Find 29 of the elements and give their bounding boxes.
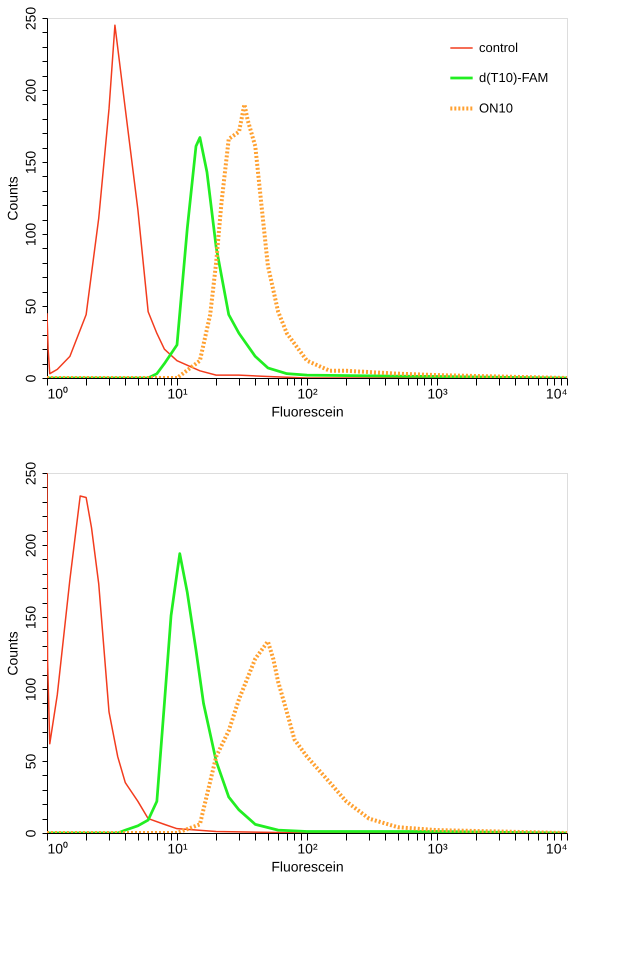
y-tick-label: 100 [22,222,38,246]
x-axis-title: Fluorescein [271,404,344,420]
y-tick-label: 250 [22,462,38,486]
y-tick-label: 250 [22,6,38,30]
x-tick-label: 10¹ [167,840,188,856]
x-tick-label: 10⁰ [48,386,68,402]
y-axis-title: Counts [4,176,20,221]
y-tick-label: 100 [22,678,38,702]
y-tick-label: 150 [22,150,38,174]
legend-label: control [479,40,518,55]
x-tick-label: 10⁴ [546,840,568,856]
legend-label: d(T10)-FAM [479,70,548,85]
y-tick-label: 0 [22,374,38,382]
x-axis-title: Fluorescein [271,858,344,874]
y-tick-label: 0 [22,829,38,838]
y-tick-label: 200 [22,78,38,102]
legend-label: ON10 [479,100,513,116]
x-tick-label: 10³ [427,386,448,402]
y-tick-label: 200 [22,534,38,558]
y-tick-label: 50 [22,298,38,314]
y-tick-label: 150 [22,606,38,630]
y-tick-label: 50 [22,754,38,770]
x-tick-label: 10² [297,386,318,402]
x-tick-label: 10⁰ [48,840,68,856]
y-axis-title: Counts [4,631,20,676]
x-tick-label: 10⁴ [546,386,568,402]
x-tick-label: 10¹ [167,386,188,402]
x-tick-label: 10³ [427,840,448,856]
x-tick-label: 10² [297,840,318,856]
